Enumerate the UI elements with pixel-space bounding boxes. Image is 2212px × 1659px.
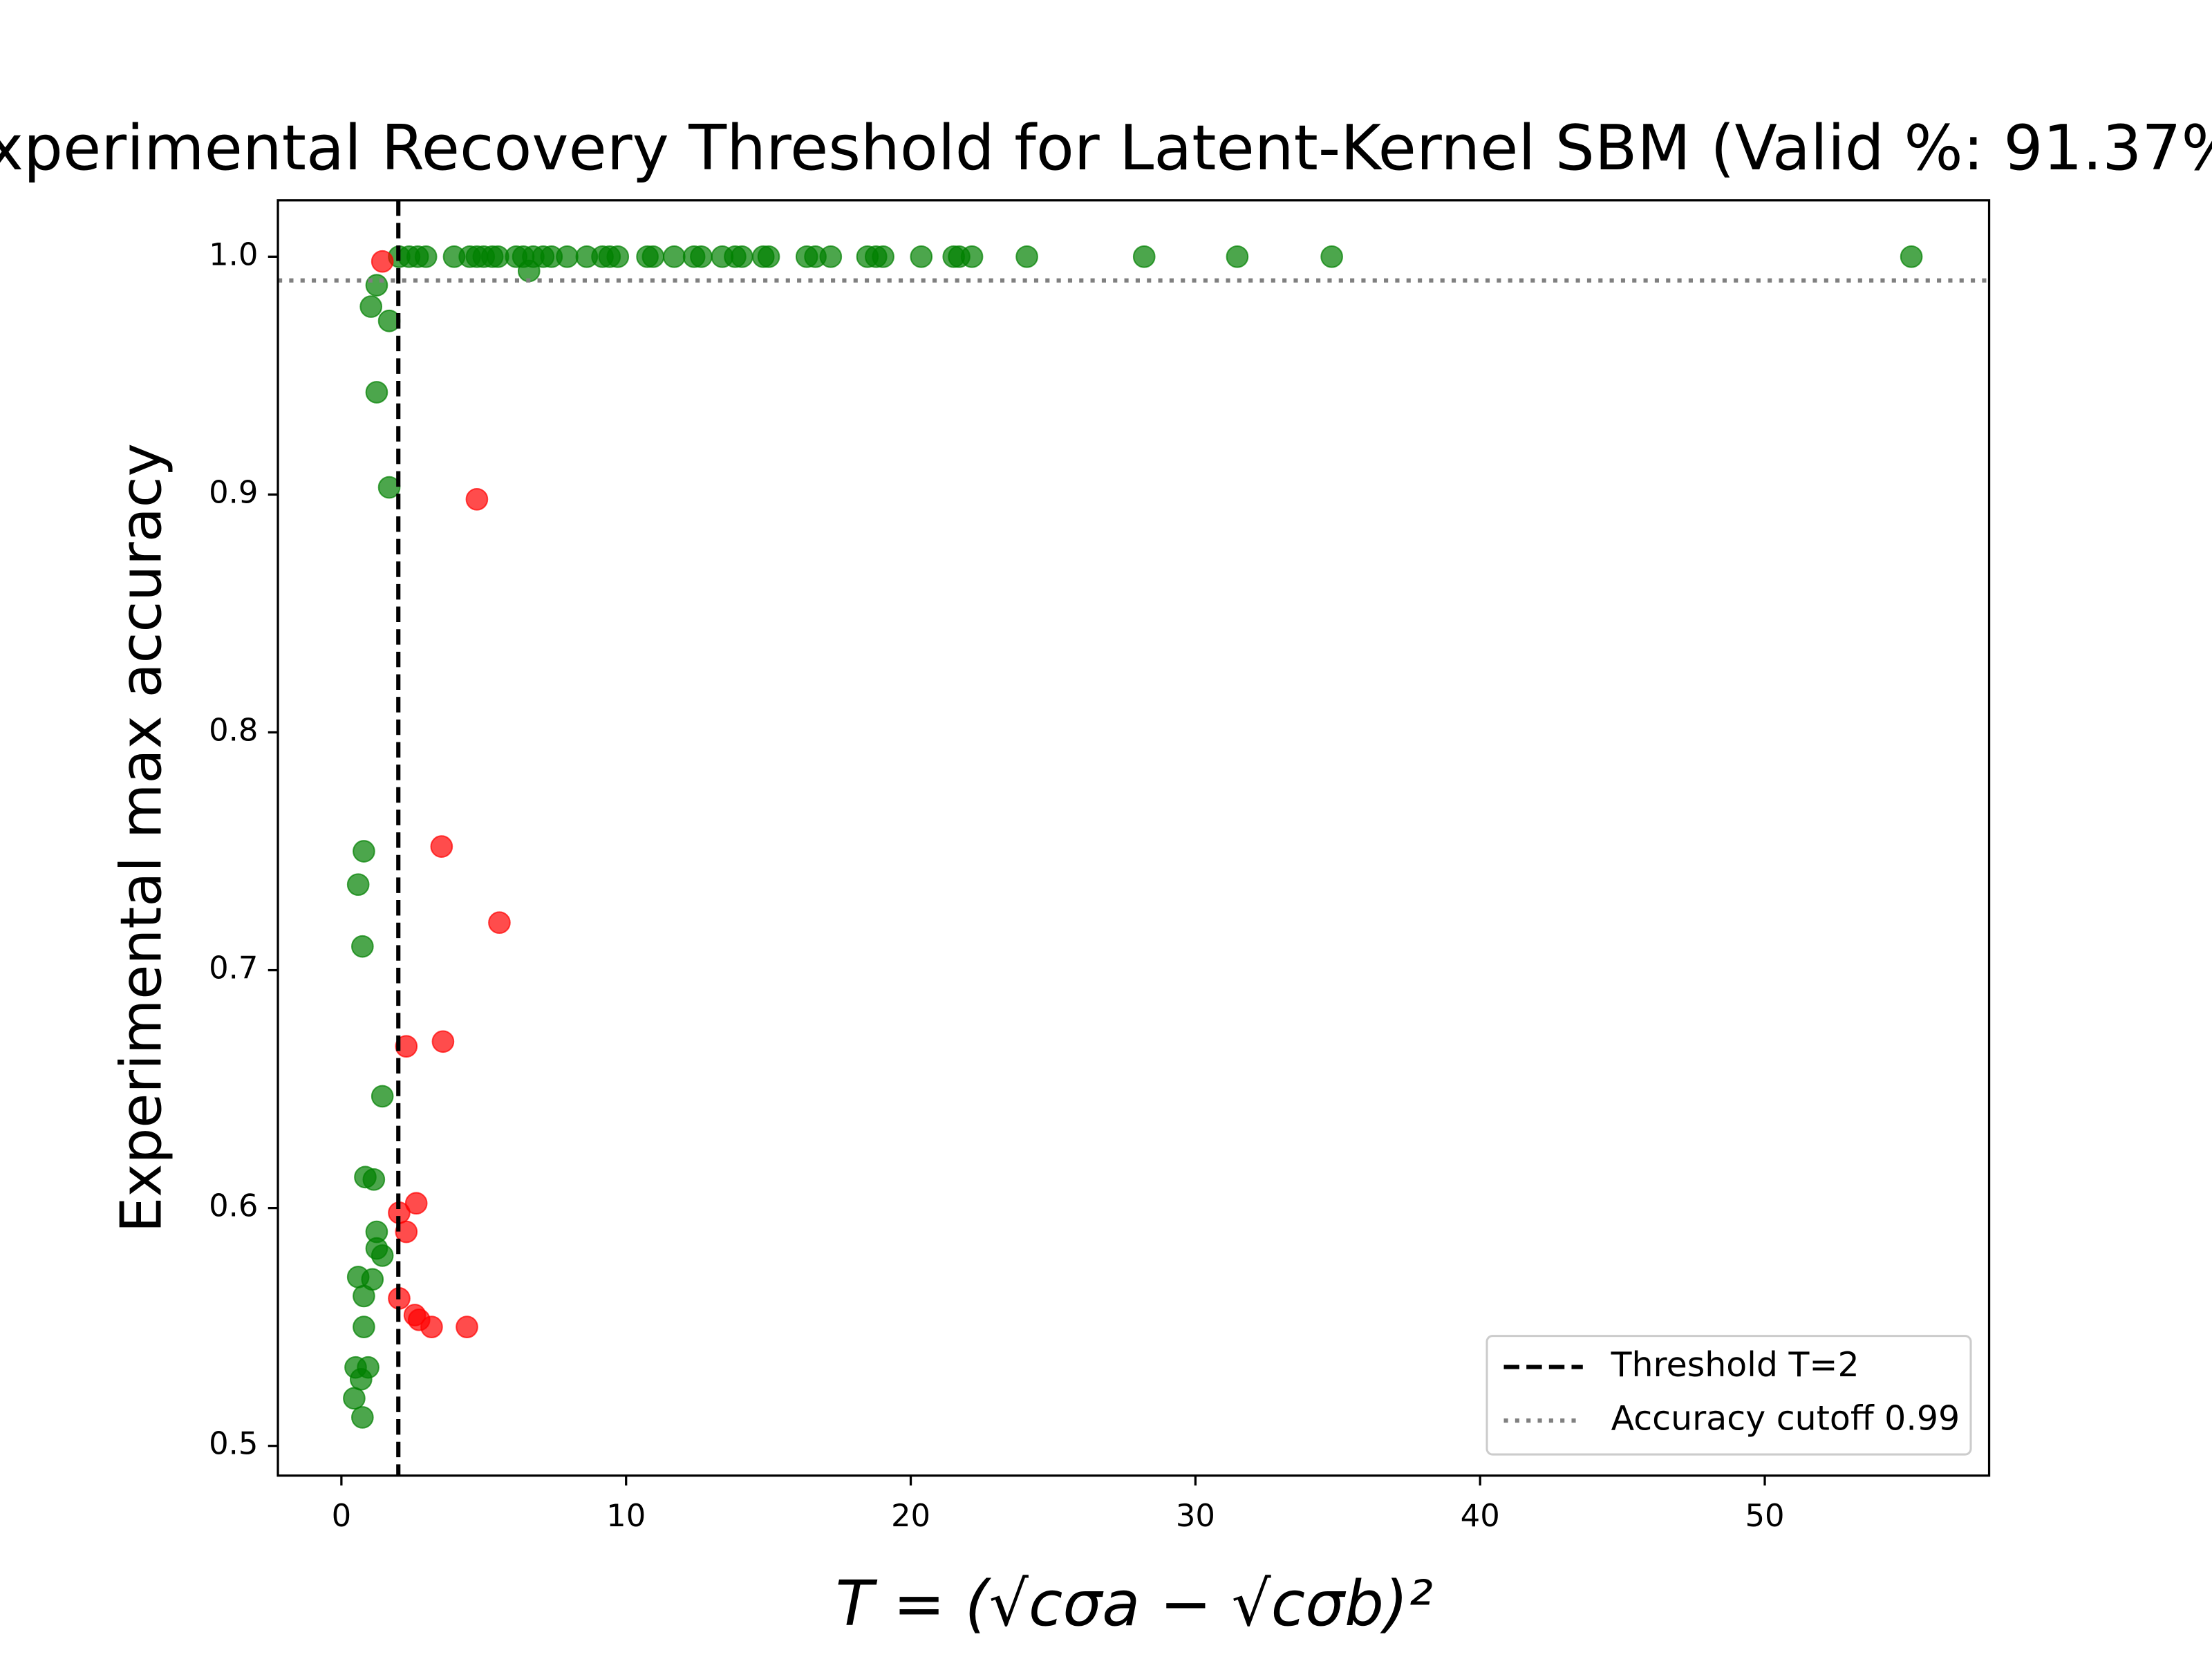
point bbox=[377, 476, 401, 499]
point bbox=[371, 250, 394, 273]
point bbox=[353, 1284, 375, 1308]
x-tick-label: 0 bbox=[332, 1497, 352, 1534]
point bbox=[960, 245, 984, 268]
point bbox=[404, 1192, 428, 1215]
point bbox=[910, 245, 933, 268]
point bbox=[488, 911, 511, 935]
y-tick-label: 0.7 bbox=[209, 950, 258, 986]
point bbox=[371, 1244, 394, 1267]
point bbox=[362, 1168, 386, 1191]
point bbox=[1132, 245, 1156, 268]
point bbox=[395, 1220, 418, 1244]
point bbox=[1320, 245, 1343, 268]
legend-label: Accuracy cutoff 0.99 bbox=[1611, 1399, 1960, 1438]
point bbox=[757, 245, 780, 268]
point bbox=[351, 1406, 374, 1429]
y-tick-label: 0.9 bbox=[209, 474, 258, 510]
point bbox=[556, 245, 579, 268]
point bbox=[346, 1266, 370, 1288]
chart-title: Experimental Recovery Threshold for Late… bbox=[0, 113, 2212, 185]
point bbox=[371, 1085, 394, 1108]
y-tick-label: 1.0 bbox=[209, 236, 258, 272]
y-tick-label: 0.8 bbox=[209, 711, 258, 748]
point bbox=[359, 295, 383, 318]
legend: Threshold T=2 Accuracy cutoff 0.99 bbox=[1485, 1335, 1972, 1456]
point bbox=[365, 274, 388, 297]
y-tick-label: 0.6 bbox=[209, 1188, 258, 1224]
x-tick-label: 40 bbox=[1461, 1497, 1500, 1534]
y-tick-label: 0.5 bbox=[209, 1425, 258, 1462]
point bbox=[351, 935, 374, 958]
legend-box bbox=[1485, 1335, 1972, 1456]
point bbox=[343, 1387, 366, 1410]
point bbox=[1900, 245, 1923, 268]
point bbox=[819, 245, 843, 268]
point bbox=[395, 1035, 418, 1058]
point bbox=[346, 873, 370, 897]
point bbox=[431, 1030, 455, 1053]
plot-frame bbox=[276, 199, 1991, 1477]
x-tick-label: 20 bbox=[891, 1497, 930, 1534]
x-tick-label: 10 bbox=[606, 1497, 646, 1534]
x-tick-label: 50 bbox=[1745, 1497, 1784, 1534]
point bbox=[353, 1315, 375, 1338]
point bbox=[641, 245, 665, 268]
point bbox=[1226, 245, 1249, 268]
point bbox=[465, 487, 489, 511]
x-axis-label: T = (√cσa − √cσb)² bbox=[836, 1568, 1433, 1640]
point bbox=[606, 245, 630, 268]
legend-label: Threshold T=2 bbox=[1611, 1345, 1859, 1385]
point bbox=[872, 245, 894, 268]
point bbox=[353, 840, 375, 863]
y-axis-label: Experimental max accuracy bbox=[109, 443, 175, 1232]
point bbox=[365, 381, 388, 404]
point bbox=[730, 245, 753, 268]
point bbox=[1015, 245, 1038, 268]
point bbox=[420, 1315, 443, 1338]
point bbox=[414, 245, 438, 268]
x-tick-label: 30 bbox=[1176, 1497, 1215, 1534]
point bbox=[662, 245, 686, 268]
point bbox=[456, 1315, 478, 1338]
point bbox=[690, 245, 713, 268]
point bbox=[430, 835, 453, 858]
point bbox=[349, 1368, 373, 1391]
